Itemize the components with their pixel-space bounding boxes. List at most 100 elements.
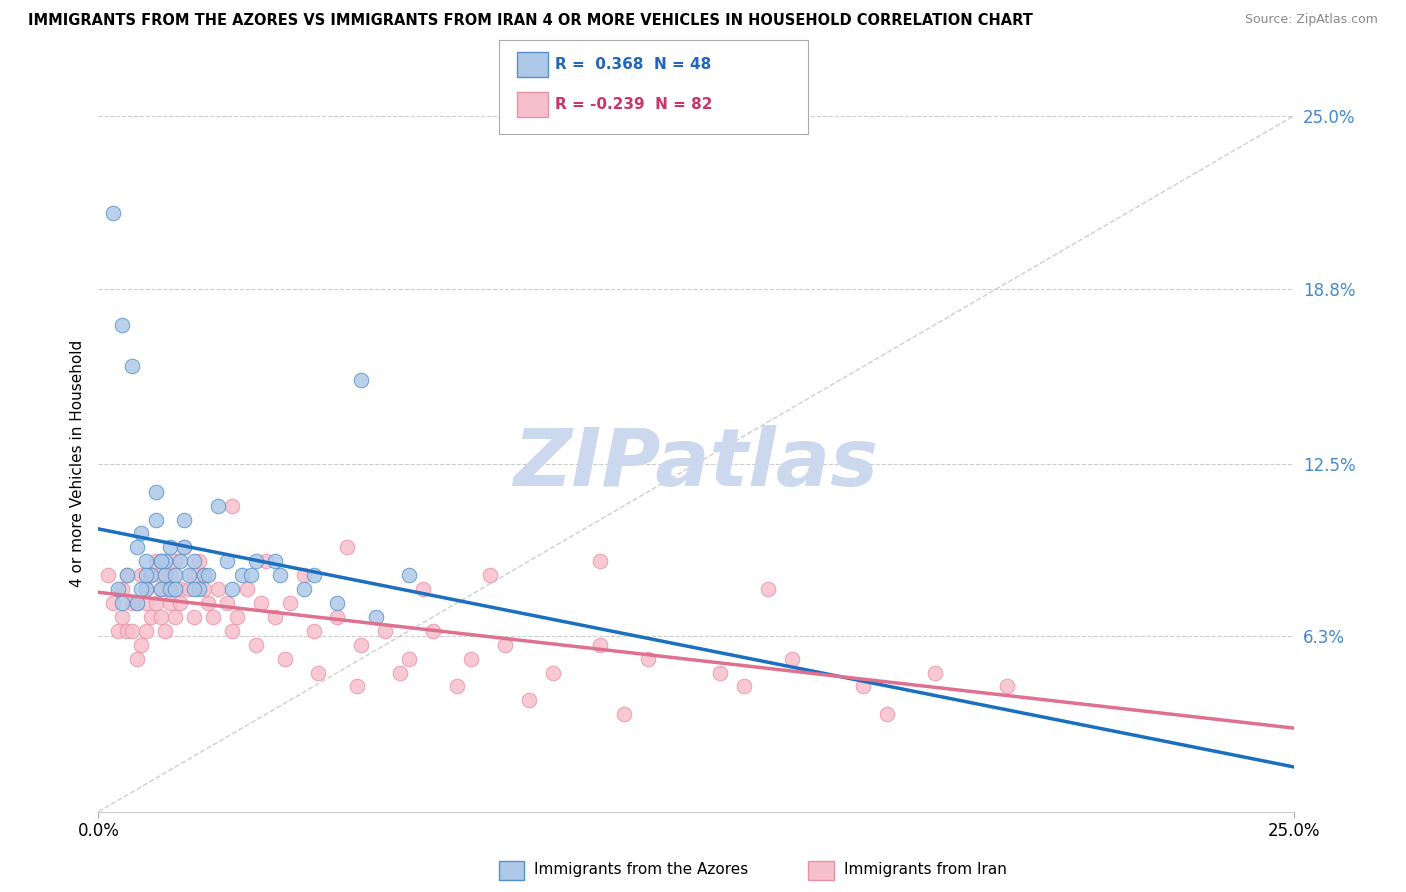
Point (155, 568, 177, 582)
Point (183, 554, 205, 568)
Point (179, 568, 201, 582)
Point (163, 554, 186, 568)
Point (637, 651, 659, 665)
Point (169, 582, 191, 596)
Point (135, 624, 157, 638)
Point (326, 610, 349, 624)
Point (307, 665, 329, 680)
Point (111, 582, 134, 596)
Point (398, 651, 420, 665)
Point (541, 665, 564, 680)
Point (264, 554, 287, 568)
Point (733, 680, 755, 694)
Text: R = -0.239  N = 82: R = -0.239 N = 82 (555, 96, 713, 112)
Point (250, 596, 273, 610)
Point (149, 582, 172, 596)
Point (121, 624, 143, 638)
Point (125, 596, 148, 610)
Point (197, 596, 219, 610)
Point (589, 554, 612, 568)
Point (111, 318, 134, 332)
Point (155, 624, 177, 638)
Point (207, 499, 229, 513)
Point (115, 568, 138, 582)
Point (479, 568, 502, 582)
Point (135, 582, 157, 596)
Text: Immigrants from the Azores: Immigrants from the Azores (534, 863, 748, 877)
Point (149, 554, 172, 568)
Point (107, 582, 129, 596)
Point (589, 638, 612, 652)
Point (446, 680, 468, 694)
Point (245, 638, 267, 652)
Point (226, 610, 249, 624)
Point (131, 568, 153, 582)
Point (173, 541, 195, 555)
Point (155, 582, 177, 596)
Point (350, 373, 373, 387)
Point (412, 582, 434, 596)
Point (460, 651, 482, 665)
Point (274, 651, 297, 665)
Point (163, 610, 186, 624)
Point (207, 582, 229, 596)
Point (183, 610, 205, 624)
Point (613, 707, 636, 722)
Point (159, 596, 181, 610)
Text: ZIPatlas: ZIPatlas (513, 425, 879, 503)
Text: R =  0.368  N = 48: R = 0.368 N = 48 (555, 57, 711, 72)
Point (346, 680, 368, 694)
Point (193, 582, 215, 596)
Point (125, 541, 148, 555)
Point (302, 624, 325, 638)
Point (125, 596, 148, 610)
Point (245, 554, 267, 568)
Point (169, 596, 191, 610)
Point (336, 541, 359, 555)
Point (169, 554, 191, 568)
Point (388, 665, 411, 680)
Point (149, 582, 172, 596)
Point (139, 568, 162, 582)
Point (231, 568, 253, 582)
Point (125, 651, 148, 665)
Point (183, 582, 205, 596)
Point (326, 596, 349, 610)
Point (221, 624, 243, 638)
Point (115, 568, 138, 582)
Point (149, 610, 172, 624)
Point (221, 499, 243, 513)
Point (135, 596, 157, 610)
Point (111, 596, 134, 610)
Point (145, 554, 167, 568)
Point (159, 541, 181, 555)
Point (101, 596, 124, 610)
Point (364, 610, 387, 624)
Point (302, 568, 325, 582)
Point (121, 596, 143, 610)
Point (240, 568, 263, 582)
Point (350, 638, 373, 652)
Point (101, 206, 124, 220)
Point (145, 596, 167, 610)
Point (398, 568, 420, 582)
Point (422, 624, 444, 638)
Point (159, 568, 181, 582)
Point (131, 526, 153, 541)
Point (135, 568, 157, 582)
Y-axis label: 4 or more Vehicles in Household: 4 or more Vehicles in Household (69, 340, 84, 588)
Point (197, 568, 219, 582)
Point (876, 707, 898, 722)
Point (235, 582, 257, 596)
Point (217, 554, 239, 568)
Point (374, 624, 396, 638)
Point (193, 568, 215, 582)
Point (292, 568, 315, 582)
Point (173, 512, 195, 526)
Point (852, 680, 875, 694)
Text: Source: ZipAtlas.com: Source: ZipAtlas.com (1244, 13, 1378, 27)
Point (221, 582, 243, 596)
Point (202, 610, 225, 624)
Point (139, 610, 162, 624)
Point (292, 582, 315, 596)
